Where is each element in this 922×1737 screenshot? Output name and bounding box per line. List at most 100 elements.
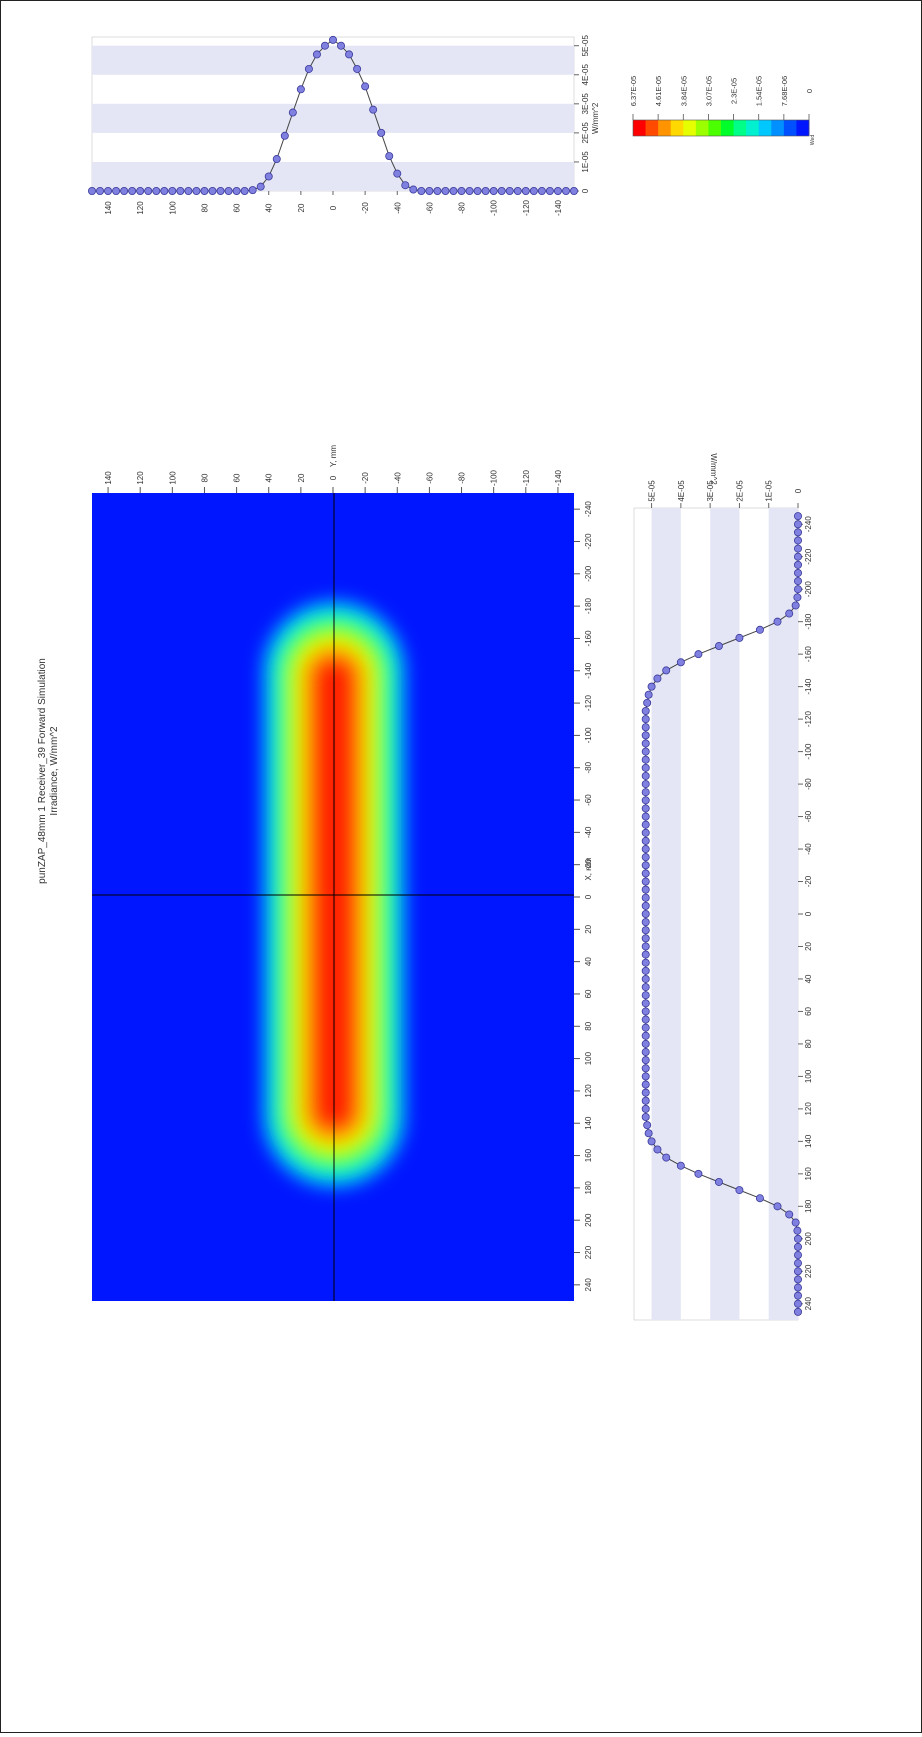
colorbar-swatch bbox=[758, 120, 772, 136]
y-profile-y-tick-label: 4E-05 bbox=[581, 64, 590, 86]
heatmap-x-tick-label: -200 bbox=[584, 565, 593, 582]
x-profile-band bbox=[768, 508, 798, 1320]
y-profile-point bbox=[256, 182, 265, 191]
x-profile-point bbox=[644, 690, 653, 699]
y-profile-point bbox=[353, 64, 362, 73]
y-profile-point bbox=[248, 186, 257, 195]
x-profile-point bbox=[773, 617, 782, 626]
x-profile-y-tick-label: 4E-05 bbox=[677, 480, 686, 502]
x-profile-x-tick-label: -200 bbox=[804, 581, 813, 598]
y-profile-point bbox=[272, 155, 281, 164]
heatmap-y-axis: 140 120 100 80 60 40 20 0 -20 -40 -60 -80 -100 -120 -1… bbox=[104, 445, 563, 493]
y-profile-point bbox=[320, 41, 329, 50]
x-profile-point bbox=[641, 739, 650, 748]
x-profile-point bbox=[641, 885, 650, 894]
x-profile-point bbox=[662, 1153, 671, 1162]
colorbar-swatch bbox=[733, 120, 747, 136]
heatmap-x-tick-label: 120 bbox=[584, 1084, 593, 1098]
x-profile-point bbox=[641, 804, 650, 813]
y-profile-band bbox=[92, 103, 574, 133]
colorbar-tick-label: 6.37E-05 bbox=[629, 76, 638, 106]
y-profile-point bbox=[176, 186, 185, 195]
x-profile-x-tick-label: 140 bbox=[804, 1134, 813, 1148]
x-profile-x-tick-label: 100 bbox=[804, 1069, 813, 1083]
y-profile-point bbox=[425, 186, 434, 195]
heatmap-y-tick-label: 40 bbox=[265, 473, 274, 482]
y-profile-y-axis-label: W/mm^2 bbox=[591, 102, 600, 134]
x-profile-point bbox=[641, 845, 650, 854]
x-profile-y-tick-label: 2E-05 bbox=[735, 480, 744, 502]
y-profile-y-tick-label: 5E-05 bbox=[581, 34, 590, 56]
x-profile-point bbox=[641, 1039, 650, 1048]
x-profile-point bbox=[641, 747, 650, 756]
x-profile-y-tick-label: 3E-05 bbox=[706, 480, 715, 502]
x-profile-point bbox=[735, 1186, 744, 1195]
x-profile-point bbox=[794, 1299, 803, 1308]
colorbar-swatch bbox=[695, 120, 709, 136]
colorbar-frame bbox=[632, 119, 810, 137]
y-profile-point bbox=[96, 186, 105, 195]
y-profile-point bbox=[200, 186, 209, 195]
heatmap-x-tick-label: 0 bbox=[584, 894, 593, 899]
y-profile-x-tick-label: 120 bbox=[136, 201, 145, 215]
y-profile-point bbox=[288, 108, 297, 117]
heatmap-x-tick-label: 80 bbox=[584, 1021, 593, 1030]
x-profile-point bbox=[641, 796, 650, 805]
y-profile-point bbox=[457, 186, 466, 195]
y-profile-x-tick-label: -40 bbox=[393, 202, 402, 214]
x-profile-point bbox=[641, 1072, 650, 1081]
x-profile-x-tick-label: -140 bbox=[804, 678, 813, 695]
heatmap-x-axis: -240-220-200-180-160-140-120-100-80-60-4… bbox=[574, 501, 593, 1292]
x-profile-x-tick-label: 120 bbox=[804, 1102, 813, 1116]
y-profile-point bbox=[441, 186, 450, 195]
x-profile-point bbox=[794, 577, 803, 586]
x-profile-point bbox=[641, 853, 650, 862]
colorbar-legend: 6.37E-05 4.61E-05 3.84E-05 3.07E-05 2.3E-05 1… bbox=[629, 76, 816, 145]
x-profile-point bbox=[641, 1088, 650, 1097]
y-profile-point bbox=[280, 131, 289, 140]
x-profile-point bbox=[641, 901, 650, 910]
y-profile-point bbox=[144, 186, 153, 195]
y-profile-point bbox=[537, 186, 546, 195]
x-profile-point bbox=[794, 1275, 803, 1284]
y-profile-point bbox=[216, 186, 225, 195]
y-profile-point bbox=[521, 186, 530, 195]
x-profile-point bbox=[641, 1056, 650, 1065]
y-profile-x-tick-label: 40 bbox=[265, 203, 274, 212]
x-profile-point bbox=[643, 1121, 652, 1130]
x-profile-x-tick-label: -220 bbox=[804, 548, 813, 565]
x-profile-x-tick-label: -180 bbox=[804, 613, 813, 630]
x-profile-band bbox=[651, 508, 681, 1320]
y-profile-point bbox=[497, 186, 506, 195]
y-profile-point bbox=[465, 186, 474, 195]
x-profile-point bbox=[735, 633, 744, 642]
y-profile-point bbox=[449, 186, 458, 195]
x-profile-x-tick-label: -20 bbox=[804, 875, 813, 887]
x-profile-point bbox=[641, 1113, 650, 1122]
y-profile-point bbox=[570, 186, 579, 195]
x-profile-x-tick-label: -80 bbox=[804, 778, 813, 790]
y-profile-point bbox=[112, 186, 121, 195]
heatmap-x-tick-label: -40 bbox=[584, 826, 593, 838]
heatmap-y-tick-label: -120 bbox=[522, 469, 531, 486]
x-profile-point bbox=[641, 942, 650, 951]
y-profile-x-tick-label: 60 bbox=[233, 203, 242, 212]
heatmap-y-tick-label: 60 bbox=[233, 473, 242, 482]
y-profile-x-tick-label: -100 bbox=[490, 199, 499, 216]
heatmap-x-tick-label: -60 bbox=[584, 794, 593, 806]
y-profile-point bbox=[88, 186, 97, 195]
x-profile-point bbox=[794, 512, 803, 521]
heatmap-x-tick-label: -80 bbox=[584, 761, 593, 773]
x-profile-x-tick-label: 180 bbox=[804, 1199, 813, 1213]
y-profile-point bbox=[168, 186, 177, 195]
x-profile-point bbox=[641, 877, 650, 886]
heatmap-y-tick-label: 0 bbox=[329, 475, 338, 480]
heatmap-x-tick-label: -140 bbox=[584, 662, 593, 679]
heatmap-y-tick-label: 100 bbox=[168, 471, 177, 485]
x-profile-point bbox=[641, 893, 650, 902]
y-profile-point bbox=[417, 186, 426, 195]
colorbar-swatch bbox=[670, 120, 684, 136]
x-profile-point bbox=[694, 650, 703, 659]
x-profile-x-tick-label: -120 bbox=[804, 711, 813, 728]
y-profile-x-tick-label: -20 bbox=[361, 202, 370, 214]
